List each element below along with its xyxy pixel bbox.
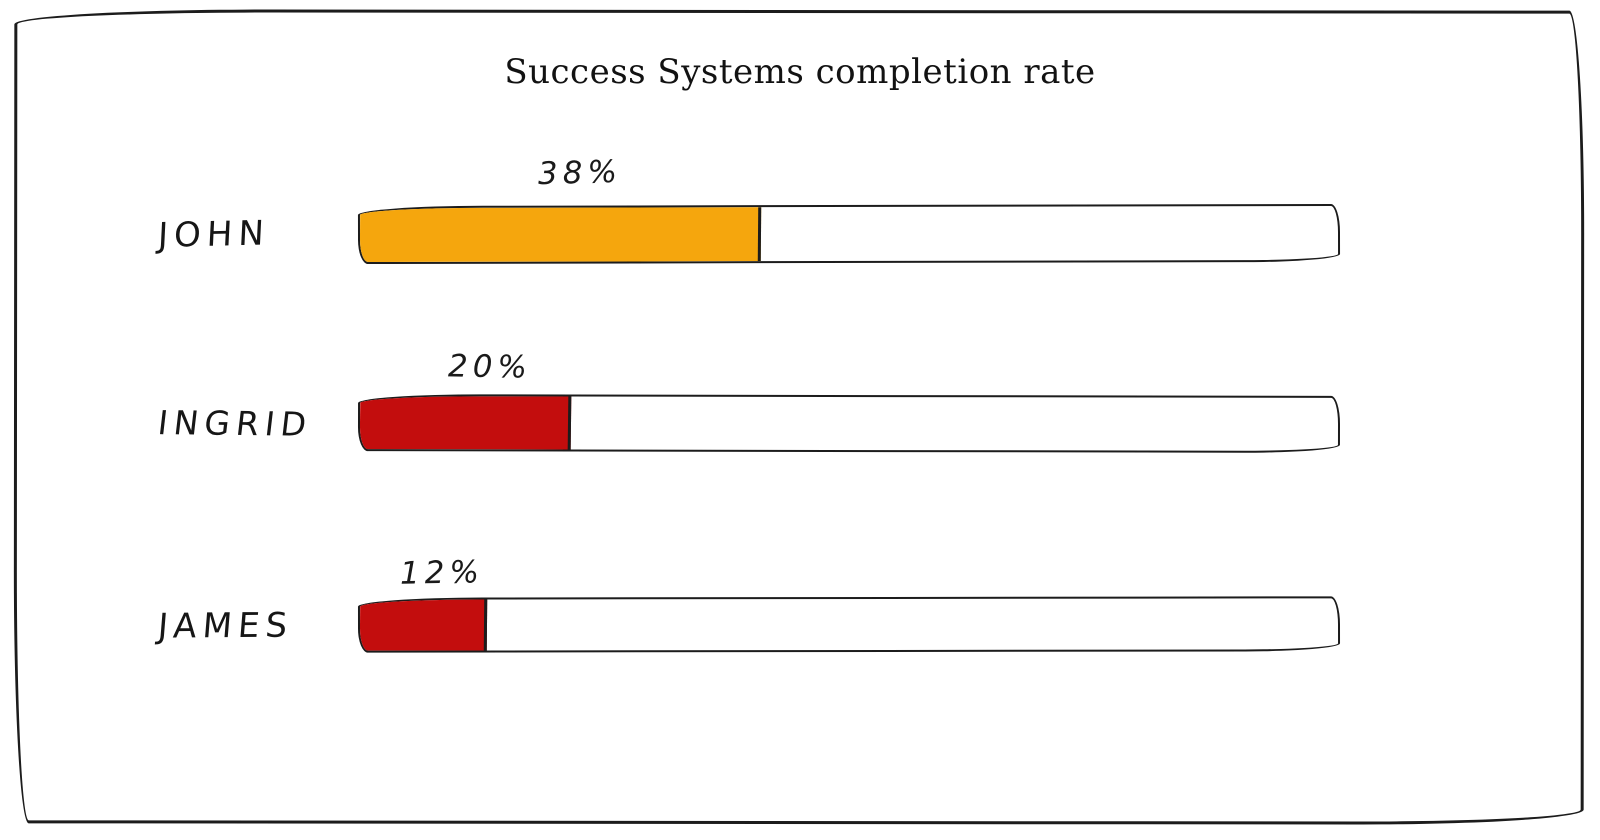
value-label: 12% (399, 554, 485, 592)
bar-track (357, 394, 1341, 453)
bar-row: 20% INGRID (0, 348, 1600, 453)
bar-row: 38% JOHN (0, 154, 1600, 265)
bar-fill (359, 207, 762, 263)
category-label: INGRID (155, 403, 315, 444)
bar-track (357, 203, 1341, 265)
value-label: 38% (537, 153, 623, 193)
category-label: JOHN (157, 213, 271, 256)
value-label: 20% (447, 348, 533, 386)
category-label: JAMES (156, 605, 295, 647)
bar-fill (359, 599, 487, 651)
bar-row: 12% JAMES (0, 554, 1600, 655)
chart-title: Success Systems completion rate (504, 52, 1096, 92)
bar-track (357, 596, 1341, 653)
bar-fill (359, 396, 572, 450)
